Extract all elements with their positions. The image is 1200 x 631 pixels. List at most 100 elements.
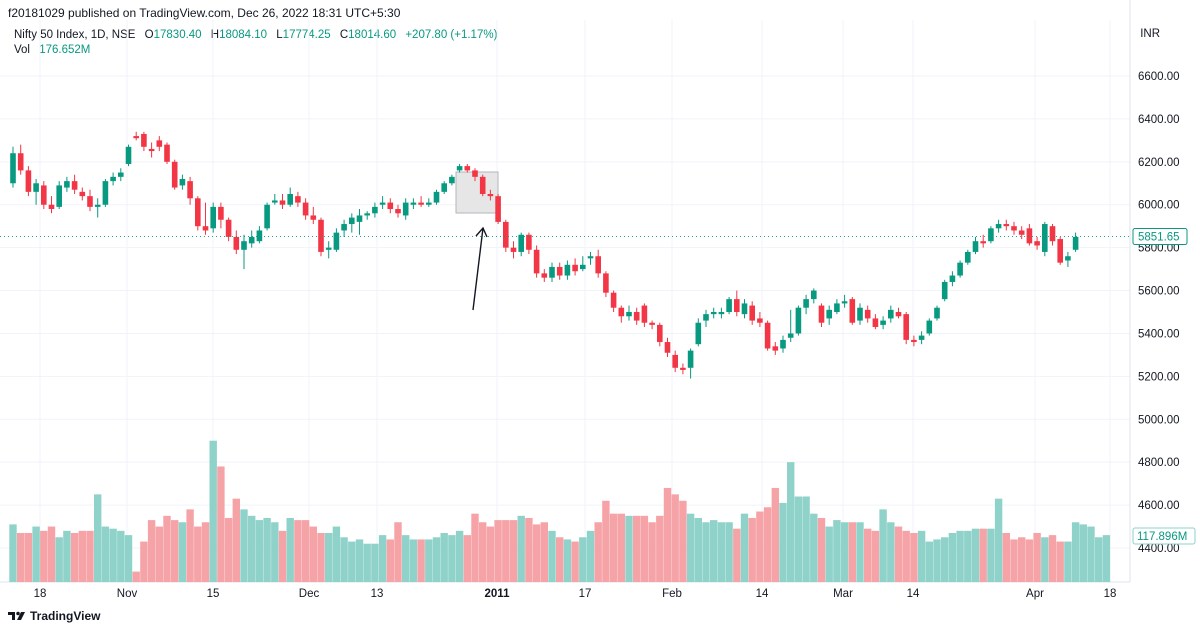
volume-bar — [86, 530, 94, 582]
candle-body — [372, 206, 378, 214]
candle-body — [988, 228, 994, 242]
candle-body — [133, 136, 139, 139]
volume-bar — [532, 524, 541, 582]
candle-body — [349, 217, 355, 225]
volume-bar — [725, 522, 733, 582]
ohlc-row: Nifty 50 Index, 1D, NSE O17830.40 H18084… — [14, 28, 497, 43]
volume-bar — [894, 526, 903, 582]
volume-bar — [1010, 539, 1018, 582]
volume-bar — [586, 530, 595, 582]
price-tick-label: 6000.00 — [1138, 200, 1180, 212]
volume-bar — [579, 537, 587, 582]
volume-bar — [609, 513, 618, 582]
volume-bar — [702, 522, 710, 582]
candle-body — [171, 161, 178, 188]
candle-body — [287, 194, 293, 205]
candle-body — [649, 322, 655, 325]
tradingview-footer[interactable]: TradingView — [8, 609, 100, 623]
candle-body — [279, 200, 286, 205]
x-tick-label: 18 — [34, 588, 47, 600]
volume-bar — [32, 526, 40, 582]
price-tick-label: 4800.00 — [1138, 457, 1180, 469]
candle-body — [1057, 239, 1063, 263]
volume-bar — [332, 526, 341, 582]
candle-body — [1072, 236, 1079, 250]
price-tick-label: 6600.00 — [1138, 71, 1180, 83]
volume-bar — [694, 517, 702, 582]
volume-bar — [455, 530, 464, 582]
volume-bar — [502, 520, 510, 582]
candle-body — [888, 309, 894, 319]
tradingview-brand: TradingView — [30, 609, 101, 623]
candle-body — [210, 206, 216, 229]
candle-body — [657, 324, 663, 343]
volume-bar — [710, 520, 718, 582]
volume-bar — [78, 530, 86, 582]
volume-bar — [463, 535, 471, 582]
candle-body — [710, 312, 717, 315]
volume-bar — [717, 522, 726, 582]
high-value: 18084.10 — [219, 29, 268, 41]
volume-bar — [248, 515, 256, 582]
volume-bar — [1041, 537, 1049, 582]
volume-bar — [987, 528, 995, 582]
candle-body — [164, 144, 170, 162]
candle-body — [787, 333, 794, 338]
volume-bar — [663, 487, 672, 582]
volume-bar — [194, 526, 202, 582]
volume-bar — [325, 532, 333, 582]
volume-bar — [771, 487, 779, 582]
candle-body — [556, 266, 563, 276]
candle-body — [965, 251, 971, 263]
candle-body — [687, 350, 694, 368]
volume-bar — [155, 526, 163, 582]
candle-body — [872, 318, 879, 328]
candle-body — [995, 224, 1002, 229]
symbol-name[interactable]: Nifty 50 Index, 1D, NSE — [14, 29, 136, 41]
candle-body — [410, 202, 417, 205]
candle-body — [695, 322, 702, 345]
volume-bar — [101, 526, 110, 582]
candle-body — [633, 312, 640, 321]
volume-bar — [479, 522, 487, 582]
volume-bar — [363, 543, 371, 582]
candle-body — [433, 191, 440, 203]
volume-label[interactable]: Vol — [14, 44, 30, 56]
x-tick-label: Feb — [662, 588, 682, 600]
candle-body — [826, 309, 832, 319]
candle-body — [664, 342, 671, 353]
volume-bar — [887, 522, 895, 582]
candle-body — [703, 314, 709, 321]
price-tick-label: 5000.00 — [1138, 414, 1180, 426]
currency-label[interactable]: INR — [1140, 28, 1160, 40]
candle-body — [495, 196, 501, 222]
volume-bar — [756, 511, 764, 582]
change-value: +207.80 (+1.17%) — [405, 29, 498, 41]
volume-bar — [124, 535, 133, 582]
volume-bar — [933, 539, 941, 582]
volume-bar — [425, 539, 433, 582]
volume-bar — [163, 515, 171, 582]
volume-bar — [132, 571, 140, 582]
candle-body — [41, 185, 47, 205]
candle-body — [202, 226, 209, 231]
price-tick-label: 5400.00 — [1138, 328, 1180, 340]
candle-body — [1018, 230, 1025, 235]
volume-bar — [409, 539, 418, 582]
candle-body — [580, 264, 586, 270]
volume-bar — [856, 522, 864, 582]
candle-body — [957, 262, 963, 276]
candle-body — [1049, 226, 1056, 242]
volume-bar — [802, 496, 810, 582]
volume-bar — [617, 513, 625, 582]
x-tick-label: 13 — [371, 588, 384, 600]
volume-bar — [24, 532, 33, 582]
volume-bar — [602, 500, 610, 582]
volume-bar — [1033, 532, 1041, 582]
candle-body — [757, 318, 763, 323]
candle-body — [641, 305, 648, 323]
volume-bar — [294, 520, 302, 582]
volume-bar — [994, 498, 1003, 582]
volume-bar — [571, 541, 579, 582]
